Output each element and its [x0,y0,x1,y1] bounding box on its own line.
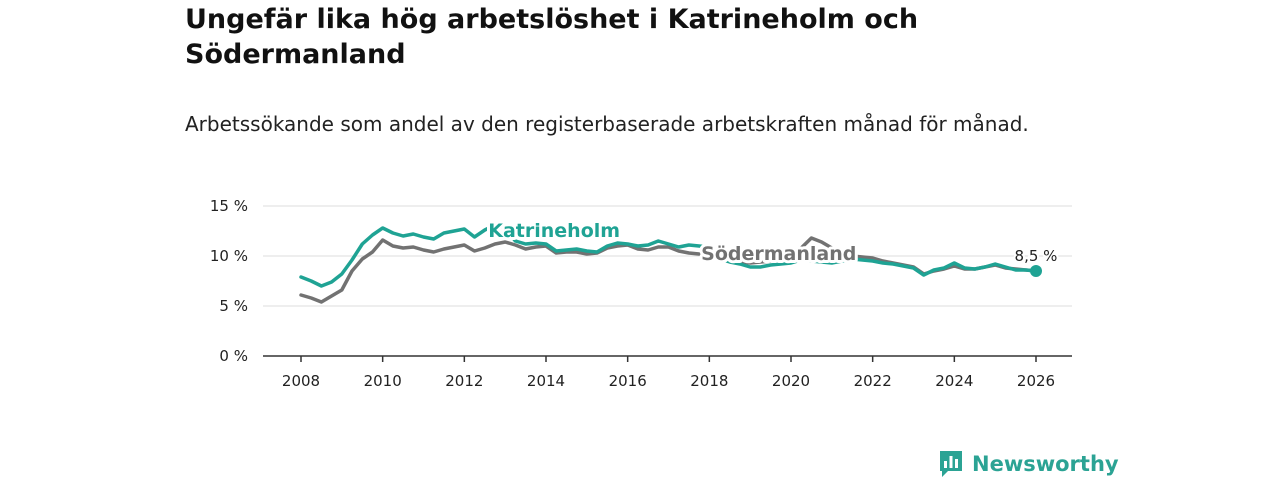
end-point-marker [1030,265,1042,277]
x-tick-label: 2014 [527,372,565,390]
y-tick-label: 10 % [210,247,248,265]
x-tick-label: 2020 [772,372,810,390]
brand-name: Newsworthy [972,452,1119,476]
x-tick-label: 2016 [609,372,647,390]
chart-subtitle: Arbetssökande som andel av den registerb… [185,112,1029,136]
y-tick-label: 15 % [210,197,248,215]
x-tick-label: 2026 [1017,372,1055,390]
series-line-katrineholm [299,223,1038,288]
y-axis-tick-labels: 0 % 5 % 10 % 15 % [210,197,248,365]
x-axis-ticks: 2008 2010 2012 2014 2016 2018 2020 2022 2024 2026 [282,356,1055,390]
chart-title: Ungefär lika hög arbetslöshet i Katrineh… [185,4,919,70]
series-lines [299,223,1042,304]
x-tick-label: 2012 [445,372,483,390]
x-tick-label: 2024 [935,372,973,390]
series-labels: Katrineholm Södermanland 8,5 % [485,217,1059,268]
end-value-label: 8,5 % [1015,247,1058,265]
y-tick-label: 5 % [219,297,248,315]
series-line-sodermanland [299,236,1038,304]
grid-lines [263,205,1072,307]
x-tick-label: 2022 [854,372,892,390]
series-label-sodermanland: Södermanland [701,243,856,265]
y-tick-label: 0 % [219,347,248,365]
newsworthy-logo[interactable]: Newsworthy [938,449,1119,479]
x-tick-label: 2010 [364,372,402,390]
x-tick-label: 2008 [282,372,320,390]
series-label-katrineholm: Katrineholm [488,220,620,242]
newsworthy-bar-chart-icon [940,451,962,477]
x-tick-label: 2018 [690,372,728,390]
